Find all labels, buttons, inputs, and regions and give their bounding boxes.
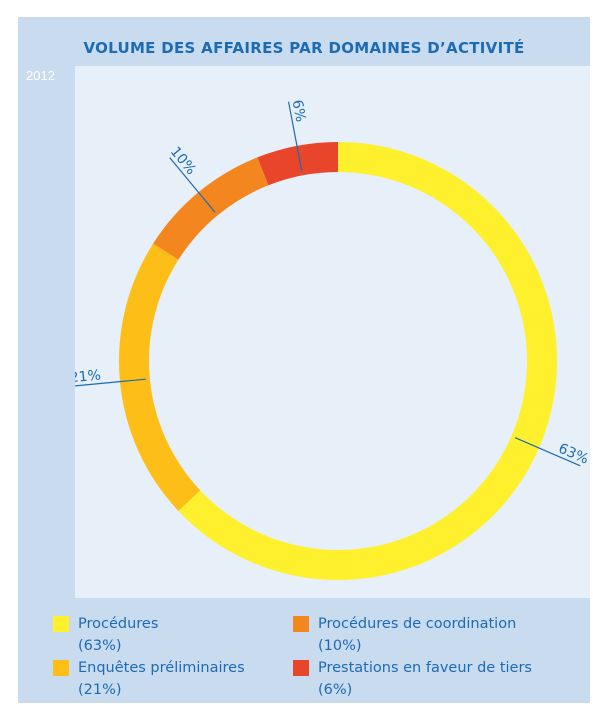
legend-label: Procédures bbox=[78, 616, 159, 632]
legend-percent: (6%) bbox=[318, 682, 353, 698]
leader-line bbox=[169, 157, 216, 213]
legend: Procédures (63%) Procédures de coordinat… bbox=[18, 613, 590, 703]
chart-panel: VOLUME DES AFFAIRES PAR DOMAINES D’ACTIV… bbox=[18, 17, 590, 703]
legend-swatch bbox=[293, 616, 309, 632]
year-label: 2012 bbox=[26, 68, 55, 83]
slice-label: 10% bbox=[167, 144, 199, 178]
legend-percent: (21%) bbox=[78, 682, 122, 698]
legend-swatch bbox=[53, 660, 69, 676]
legend-item-coordination: Procédures de coordination (10%) bbox=[293, 613, 516, 657]
plot-area: 63% 21% 10% 6% bbox=[75, 66, 590, 598]
legend-item-prestations: Prestations en faveur de tiers (6%) bbox=[293, 657, 532, 701]
legend-label: Prestations en faveur de tiers bbox=[318, 660, 532, 676]
legend-swatch bbox=[293, 660, 309, 676]
donut-slice bbox=[178, 142, 557, 580]
slice-label: 21% bbox=[75, 367, 102, 386]
chart-title: VOLUME DES AFFAIRES PAR DOMAINES D’ACTIV… bbox=[83, 39, 525, 57]
leader-line bbox=[75, 378, 146, 387]
legend-item-procedures: Procédures (63%) bbox=[53, 613, 158, 657]
legend-swatch bbox=[53, 616, 69, 632]
slice-label: 63% bbox=[556, 441, 590, 468]
legend-item-enquetes: Enquêtes préliminaires (21%) bbox=[53, 657, 245, 701]
legend-label: Enquêtes préliminaires bbox=[78, 660, 245, 676]
legend-percent: (63%) bbox=[78, 638, 122, 654]
donut-slice bbox=[257, 142, 338, 186]
donut-chart: 63% 21% 10% 6% bbox=[75, 99, 590, 580]
leader-line bbox=[287, 101, 303, 172]
donut-slice bbox=[119, 243, 201, 511]
leader-line bbox=[514, 437, 581, 467]
legend-label: Procédures de coordination bbox=[318, 616, 517, 632]
slice-label: 6% bbox=[289, 99, 309, 124]
legend-percent: (10%) bbox=[318, 638, 362, 654]
donut-slice bbox=[153, 157, 269, 260]
